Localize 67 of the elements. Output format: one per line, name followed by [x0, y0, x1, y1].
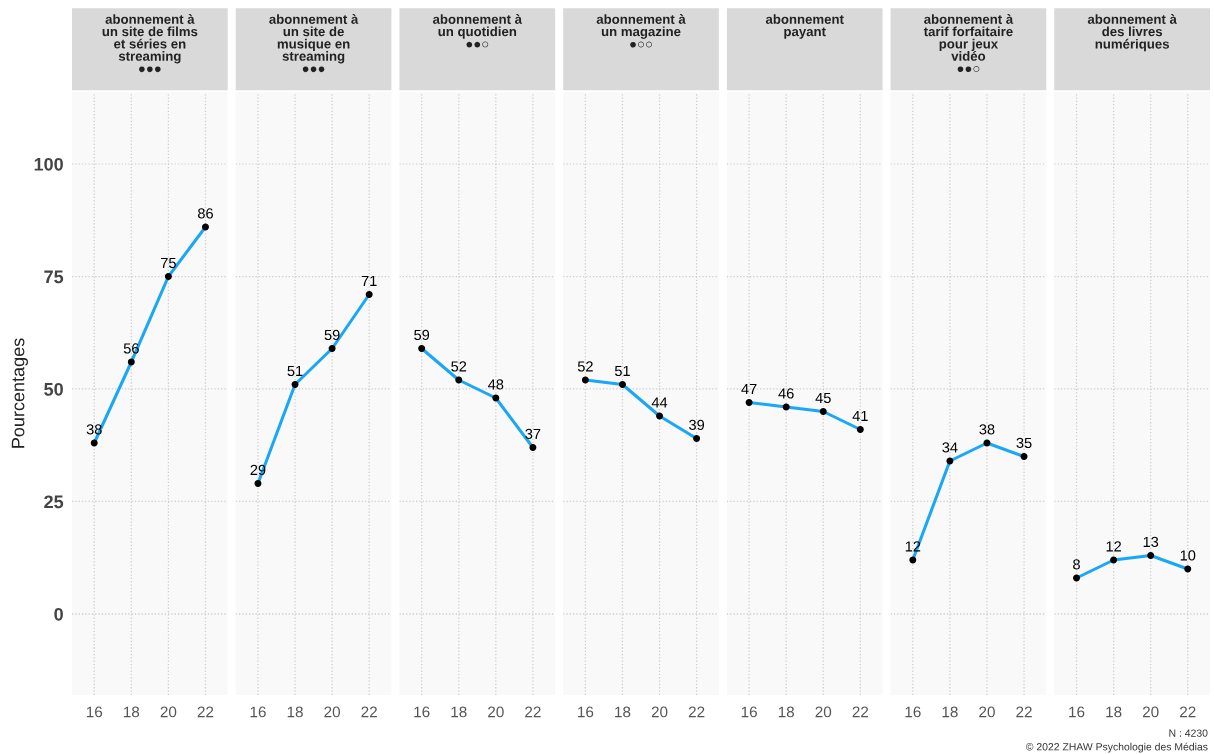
data-label: 51: [614, 365, 630, 377]
x-tick-label: 16: [250, 706, 266, 718]
data-label: 45: [815, 392, 831, 404]
x-tick-label: 16: [578, 706, 594, 718]
x-tick-label: 16: [741, 706, 757, 718]
x-tick-label: 22: [525, 706, 541, 718]
chart-title: abonnement à des livres numériques: [1087, 14, 1177, 52]
x-tick-label: 20: [651, 706, 668, 718]
data-label: 13: [1143, 536, 1159, 548]
y-axis-title: Pourcentages: [11, 338, 28, 448]
x-tick-label: 22: [688, 706, 705, 718]
data-label: 12: [1106, 541, 1121, 552]
chart-title: abonnement à un quotidien ●●○: [432, 14, 523, 48]
x-tick-label: 18: [287, 706, 303, 718]
chart-title: abonnement à tarif forfaitaire pour jeux vidéo ●●○: [923, 14, 1014, 73]
data-label: 35: [1016, 437, 1032, 449]
y-tick-label: 25: [44, 495, 64, 509]
x-tick-label: 16: [905, 706, 921, 718]
data-label: 39: [689, 419, 705, 431]
text: N : 4230: [1169, 729, 1208, 737]
x-tick-label: 22: [197, 706, 214, 718]
x-tick-label: 18: [778, 706, 795, 718]
y-tick-label: 75: [44, 270, 64, 284]
data-label: 71: [361, 275, 377, 286]
x-tick-label: 16: [414, 706, 430, 718]
data-label: 44: [651, 397, 668, 408]
x-tick-label: 22: [1180, 706, 1196, 718]
x-tick-label: 20: [324, 706, 341, 718]
data-label: 48: [488, 379, 504, 390]
data-label: 52: [577, 361, 593, 372]
x-tick-label: 22: [361, 706, 377, 718]
data-label: 41: [852, 410, 868, 421]
data-label: 10: [1180, 550, 1196, 561]
y-tick-label: 0: [54, 607, 63, 621]
data-label: 59: [414, 329, 430, 341]
chart-title: abonnement payant: [765, 14, 844, 39]
data-label: 52: [451, 361, 467, 372]
data-label: 51: [287, 365, 303, 377]
x-tick-label: 20: [979, 706, 995, 718]
data-label: 59: [324, 329, 340, 341]
data-label: 75: [161, 257, 176, 269]
data-label: 38: [979, 424, 995, 435]
x-tick-label: 16: [1069, 706, 1085, 718]
data-label: 34: [942, 442, 958, 453]
x-tick-label: 22: [1016, 706, 1032, 718]
x-tick-label: 18: [942, 706, 958, 718]
x-tick-label: 18: [1106, 706, 1122, 718]
x-tick-label: 20: [815, 706, 832, 718]
chart-title: abonnement à un site de musique en streaming ●●●: [269, 14, 359, 73]
x-tick-label: 20: [160, 706, 177, 718]
chart-title: abonnement à un site de films et séries en streaming ●●●: [102, 14, 198, 73]
x-tick-label: 18: [123, 706, 140, 718]
y-tick-label: 100: [34, 157, 63, 171]
x-tick-label: 18: [615, 706, 631, 718]
y-tick-label: 50: [44, 382, 63, 396]
data-label: 46: [778, 388, 794, 399]
chart-title: abonnement à un magazine ●○○: [596, 14, 686, 48]
data-label: 8: [1073, 559, 1080, 570]
x-tick-label: 20: [1142, 706, 1159, 718]
text: © 2022 ZHAW Psychologie des Médias: [1025, 742, 1208, 753]
data-label: 37: [525, 428, 541, 440]
data-label: 86: [197, 208, 213, 219]
data-label: 47: [741, 383, 757, 394]
x-tick-label: 22: [852, 706, 869, 718]
x-tick-label: 20: [488, 706, 504, 718]
x-tick-label: 18: [451, 706, 467, 718]
x-tick-label: 16: [86, 706, 103, 718]
